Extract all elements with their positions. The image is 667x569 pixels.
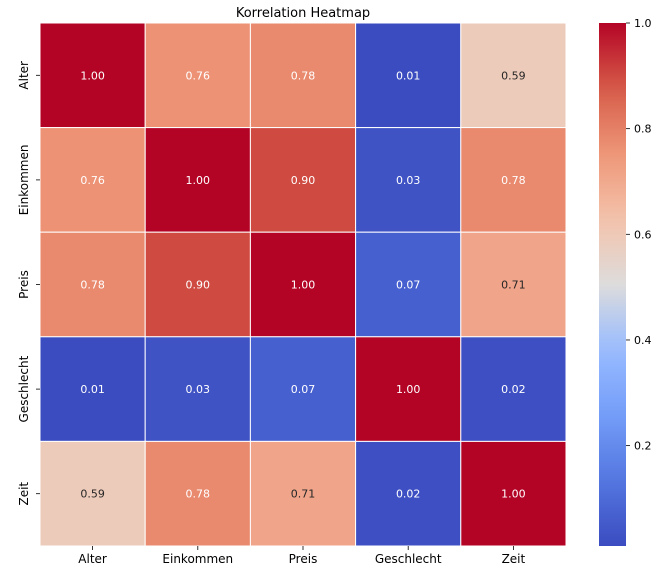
cell-label-2-2: 1.00	[291, 279, 316, 292]
cell-label-4-2: 0.71	[291, 488, 316, 501]
cell-label-2-3: 0.07	[396, 279, 421, 292]
cell-label-1-0: 0.76	[80, 174, 105, 187]
x-tick-label-3: Geschlecht	[375, 552, 442, 566]
cell-label-0-3: 0.01	[396, 69, 421, 82]
heatmap-cell-0-0	[39, 22, 146, 129]
heatmap-cell-1-2	[249, 127, 357, 233]
y-tick-label-3: Geschlecht	[17, 355, 31, 422]
cell-label-0-1: 0.76	[186, 69, 211, 82]
cell-label-2-4: 0.71	[501, 279, 526, 292]
x-axis: Alter Einkommen Preis Geschlecht Zeit	[78, 546, 526, 566]
x-tick-label-0: Alter	[78, 552, 107, 566]
heatmap-cell-0-2	[249, 22, 357, 129]
heatmap-cell-0-1	[144, 22, 251, 129]
cell-label-3-4: 0.02	[501, 383, 526, 396]
colorbar-tick-label-1: 0.4	[634, 334, 652, 347]
heatmap-cell-3-4	[460, 336, 567, 442]
heatmap-cell-4-0	[39, 440, 146, 547]
heatmap-cell-0-4	[460, 22, 567, 129]
colorbar-tick-label-3: 0.8	[634, 123, 652, 136]
heatmap-cell-3-3	[355, 336, 462, 442]
cell-label-3-0: 0.01	[80, 383, 105, 396]
cell-label-4-0: 0.59	[80, 488, 105, 501]
heatmap-cell-3-2	[249, 336, 357, 442]
heatmap-cell-4-1	[144, 440, 251, 547]
cell-label-3-3: 1.00	[396, 383, 421, 396]
cell-label-0-2: 0.78	[291, 69, 316, 82]
cell-label-2-1: 0.90	[186, 279, 211, 292]
x-tick-label-2: Preis	[289, 552, 318, 566]
x-tick-label-1: Einkommen	[162, 552, 233, 566]
cell-label-4-1: 0.78	[186, 488, 211, 501]
heatmap-cell-2-1	[144, 231, 251, 338]
heatmap-cell-1-4	[460, 127, 567, 233]
y-tick-label-4: Zeit	[17, 482, 31, 506]
heatmap-cell-3-1	[144, 336, 251, 442]
colorbar-tick-label-2: 0.6	[634, 228, 652, 241]
colorbar-gradient	[599, 23, 626, 546]
cell-label-1-1: 1.00	[186, 174, 211, 187]
y-tick-label-1: Einkommen	[17, 145, 31, 216]
cell-label-4-3: 0.02	[396, 488, 421, 501]
heatmap-cell-0-3	[355, 22, 462, 129]
cell-label-3-2: 0.07	[291, 383, 316, 396]
heatmap-cell-2-4	[460, 231, 567, 338]
y-axis: Alter Einkommen Preis Geschlecht Zeit	[17, 61, 40, 506]
heatmap-cell-4-2	[249, 440, 357, 547]
y-tick-label-2: Preis	[17, 270, 31, 299]
cell-label-1-4: 0.78	[501, 174, 526, 187]
cell-label-2-0: 0.78	[80, 279, 105, 292]
cell-label-1-3: 0.03	[396, 174, 421, 187]
cell-label-4-4: 1.00	[501, 488, 526, 501]
colorbar-tick-label-0: 0.2	[634, 440, 652, 453]
y-tick-label-0: Alter	[17, 61, 31, 90]
heatmap-cell-2-3	[355, 231, 462, 338]
chart-title: Korrelation Heatmap	[236, 6, 370, 21]
heatmap-cell-4-4	[460, 440, 567, 547]
colorbar: 0.2 0.4 0.6 0.8 1.0	[599, 17, 652, 546]
cell-label-0-4: 0.59	[501, 69, 526, 82]
heatmap-cell-labels: 1.00 0.76 0.78 0.01 0.59 0.76 1.00 0.90 0.03 0.78…	[80, 69, 525, 500]
heatmap-cell-2-2	[249, 231, 357, 338]
colorbar-tick-label-4: 1.0	[634, 17, 652, 30]
x-tick-label-4: Zeit	[502, 552, 526, 566]
heatmap-cells	[39, 22, 567, 547]
cell-label-3-1: 0.03	[186, 383, 211, 396]
cell-label-0-0: 1.00	[80, 69, 105, 82]
heatmap-cell-1-0	[39, 127, 146, 233]
cell-label-1-2: 0.90	[291, 174, 316, 187]
